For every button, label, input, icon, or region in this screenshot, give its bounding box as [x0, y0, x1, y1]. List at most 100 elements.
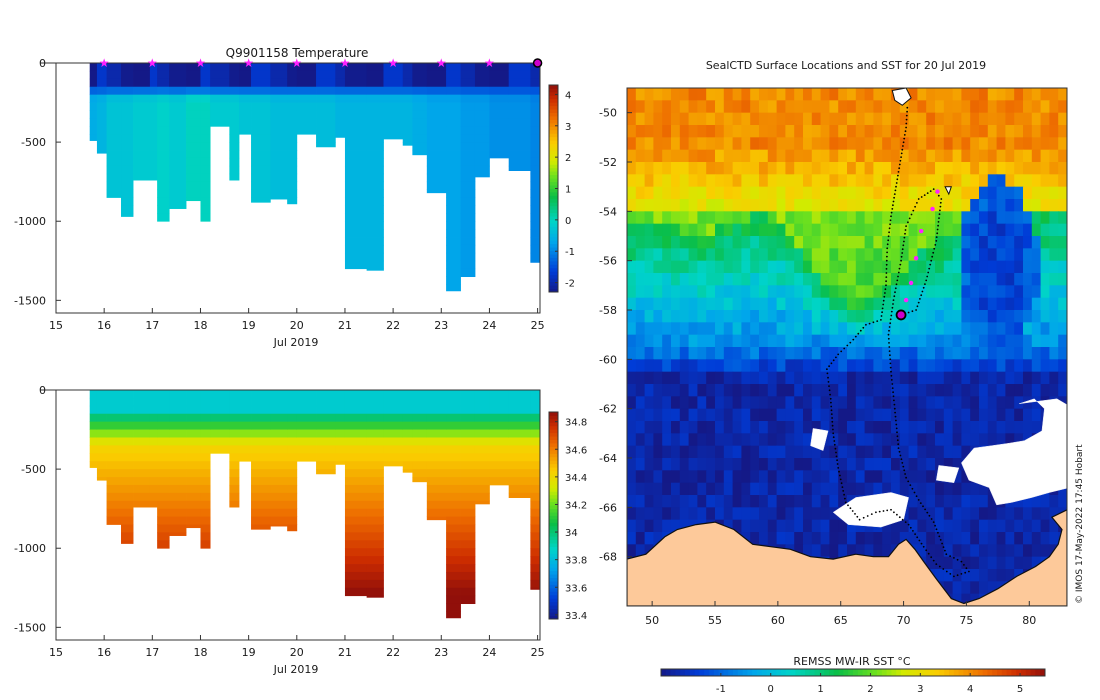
sst-cell: [785, 297, 795, 311]
sst-cell: [1014, 310, 1024, 323]
sst-cell: [882, 285, 892, 299]
sst-cell: [732, 445, 742, 459]
sst-cell: [1005, 260, 1015, 274]
section-cell: [200, 413, 211, 423]
section-cell: [446, 492, 461, 502]
recent-track-point: [930, 206, 935, 212]
sst-cell: [794, 137, 804, 151]
section-cell: [412, 126, 428, 135]
sst-cell: [935, 347, 945, 360]
track-point: [891, 387, 894, 389]
section-cell: [460, 453, 476, 462]
section-cell: [200, 469, 211, 478]
temperature-colorbar-tick-label: -2: [565, 279, 575, 290]
section-cell: [335, 453, 346, 462]
section-cell: [489, 461, 510, 470]
section-cell: [335, 397, 346, 407]
sst-cell: [759, 384, 769, 397]
sst-cell: [996, 260, 1006, 274]
section-cell: [474, 150, 490, 159]
sst-cell: [970, 248, 980, 262]
sst-cell: [741, 445, 751, 459]
sst-cell: [996, 408, 1006, 422]
sst-cell: [891, 248, 901, 262]
section-cell: [426, 142, 447, 151]
sst-cell: [943, 371, 954, 385]
sst-cell: [1058, 347, 1067, 360]
sst-cell: [671, 112, 681, 126]
sst-cell: [1031, 556, 1042, 570]
sst-cell: [671, 371, 681, 385]
section-cell: [335, 390, 346, 399]
sst-cell: [952, 125, 962, 138]
sst-cell: [644, 507, 654, 521]
section-cell: [169, 173, 187, 183]
sst-cell: [1031, 186, 1042, 200]
section-cell: [489, 142, 510, 151]
sst-cell: [811, 137, 822, 151]
section-cell: [446, 70, 461, 80]
section-cell: [149, 429, 158, 438]
sst-cell: [679, 359, 690, 373]
track-point: [931, 255, 934, 258]
section-cell: [474, 437, 490, 446]
sst-cell: [679, 260, 690, 274]
sst-cell: [1049, 532, 1059, 545]
sst-cell: [627, 408, 637, 422]
sst-cell: [1023, 519, 1033, 533]
sst-cell: [970, 519, 980, 533]
sst-cell: [882, 125, 892, 138]
section-cell: [157, 197, 170, 206]
track-point: [889, 362, 892, 365]
sst-cell: [855, 162, 866, 175]
sst-cell: [759, 285, 769, 299]
sst-cell: [732, 396, 742, 410]
sst-cell: [899, 532, 910, 545]
sst-cell: [697, 149, 707, 163]
temperature-colorbar-segment: [549, 98, 558, 103]
section-cell: [133, 126, 151, 135]
sst-cell: [926, 445, 936, 459]
sst-cell: [662, 334, 672, 348]
sst-cell: [715, 285, 725, 299]
sst-cell: [838, 458, 848, 471]
sst-cell: [635, 544, 646, 558]
sst-cell: [873, 371, 883, 385]
section-cell: [402, 86, 413, 96]
section-cell: [149, 437, 158, 446]
sst-cell: [987, 519, 998, 533]
section-cell: [530, 142, 540, 151]
sst-cell: [891, 359, 901, 373]
section-cell: [446, 142, 461, 151]
sst-cell: [1014, 556, 1024, 570]
section-cell: [96, 94, 107, 103]
section-cell: [508, 126, 531, 135]
section-cell: [344, 70, 368, 80]
section-cell: [157, 524, 170, 533]
sst-cell: [847, 248, 857, 262]
section-cell: [366, 165, 384, 175]
sst-cell: [917, 384, 927, 397]
sst-cell: [1014, 285, 1024, 299]
section-cell: [366, 260, 384, 270]
sst-cell: [759, 125, 769, 138]
section-cell: [335, 118, 346, 127]
sst-cell: [759, 408, 769, 422]
sst-cell: [943, 199, 954, 212]
sst-cell: [706, 347, 716, 360]
section-cell: [200, 524, 211, 533]
section-cell: [460, 86, 476, 96]
sst-cell: [1049, 88, 1059, 101]
section-cell: [316, 86, 336, 96]
sst-cell: [635, 125, 646, 138]
section-cell: [149, 421, 158, 430]
sst-cell: [1023, 421, 1033, 434]
sst-cell: [706, 433, 716, 447]
track-point: [880, 319, 882, 321]
sst-cell: [767, 211, 778, 225]
salinity-y-tick-label: -500: [21, 463, 46, 476]
sst-cell: [767, 519, 778, 533]
section-cell: [460, 252, 476, 262]
sst-cell: [803, 334, 813, 348]
sst-cell: [873, 396, 883, 410]
